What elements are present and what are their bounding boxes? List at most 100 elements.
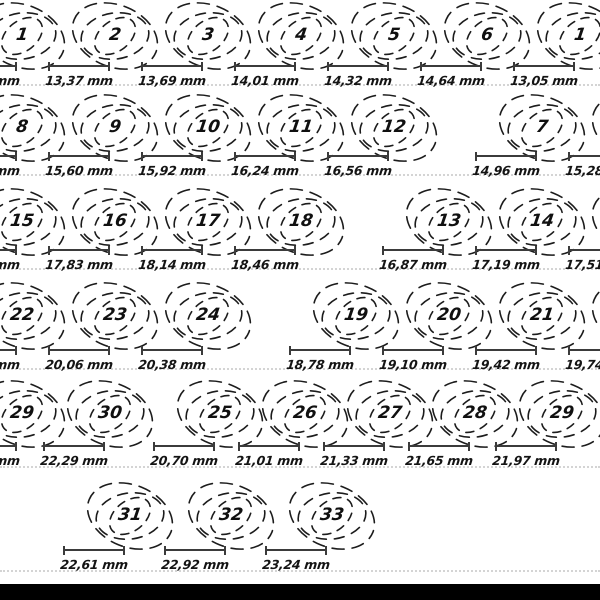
diameter-bracket <box>238 442 300 451</box>
ring-item-size-21[interactable] <box>494 279 590 353</box>
diameter-label-size-21: 19,42 mm <box>471 357 541 372</box>
diameter-label-size-33: 23,24 mm <box>261 557 331 572</box>
ring-size-number: 24 <box>194 304 222 325</box>
ring-size-number: 21 <box>528 304 556 325</box>
diameter-label-size-15: 17,51 mm <box>0 257 21 272</box>
ring-item-size-4[interactable] <box>253 0 349 73</box>
ring-size-number: 27 <box>376 402 404 423</box>
ring-item-size-8[interactable] <box>587 91 600 165</box>
diameter-label-size-11: 16,24 mm <box>230 163 300 178</box>
diameter-label-size-22: 19,74 mm <box>564 357 600 372</box>
row-guide-dotted-line <box>0 570 600 572</box>
ring-size-number: 13 <box>435 210 463 231</box>
ring-size-number: 20 <box>435 304 463 325</box>
diameter-bracket <box>234 62 296 71</box>
ring-item-size-15[interactable] <box>587 185 600 259</box>
ring-item-size-29[interactable] <box>0 377 70 451</box>
ring-item-size-32[interactable] <box>183 479 279 553</box>
diameter-label-size-16: 17,83 mm <box>44 257 114 272</box>
ring-size-number: 31 <box>116 504 144 525</box>
ring-size-number: 19 <box>342 304 370 325</box>
diameter-bracket <box>141 346 203 355</box>
diameter-label-size-13: 16,87 mm <box>378 257 448 272</box>
diameter-bracket <box>48 246 110 255</box>
bottom-bar <box>0 584 600 600</box>
diameter-bracket <box>382 246 444 255</box>
diameter-bracket <box>289 346 351 355</box>
ring-item-size-2[interactable] <box>67 0 163 73</box>
diameter-label-size-14: 17,19 mm <box>471 257 541 272</box>
diameter-label-size-15: 17,51 mm <box>564 257 600 272</box>
ring-size-number: 8 <box>14 116 30 137</box>
diameter-bracket <box>513 62 575 71</box>
ring-size-number: 30 <box>96 402 124 423</box>
diameter-label-size-1: 13,05 mm <box>509 73 579 88</box>
diameter-label-size-7: 14,96 mm <box>471 163 541 178</box>
diameter-label-size-27: 21,33 mm <box>319 453 389 468</box>
ring-size-number: 1 <box>14 24 30 45</box>
diameter-label-size-3: 13,69 mm <box>137 73 207 88</box>
ring-item-size-30[interactable] <box>62 377 158 451</box>
diameter-label-size-31: 22,61 mm <box>59 557 129 572</box>
ring-size-number: 10 <box>194 116 222 137</box>
ring-item-size-29[interactable] <box>514 377 600 451</box>
diameter-bracket <box>0 442 17 451</box>
ring-size-number: 17 <box>194 210 222 231</box>
ring-size-number: 28 <box>461 402 489 423</box>
diameter-bracket <box>475 246 537 255</box>
diameter-label-size-28: 21,65 mm <box>404 453 474 468</box>
ring-item-size-6[interactable] <box>439 0 535 73</box>
ring-size-number: 7 <box>534 116 550 137</box>
diameter-label-size-32: 22,92 mm <box>160 557 230 572</box>
ring-item-size-16[interactable] <box>67 185 163 259</box>
diameter-label-size-30: 22,29 mm <box>39 453 109 468</box>
ring-item-size-1[interactable] <box>532 0 600 73</box>
diameter-bracket <box>141 246 203 255</box>
diameter-label-size-6: 14,64 mm <box>416 73 486 88</box>
diameter-bracket <box>164 546 226 555</box>
diameter-label-size-2: 13,37 mm <box>44 73 114 88</box>
diameter-label-size-19: 18,78 mm <box>285 357 355 372</box>
diameter-label-size-24: 20,38 mm <box>137 357 207 372</box>
ring-item-size-1[interactable] <box>0 0 70 73</box>
ring-size-number: 25 <box>206 402 234 423</box>
diameter-bracket <box>265 546 327 555</box>
ring-size-number: 18 <box>287 210 315 231</box>
ring-item-size-5[interactable] <box>346 0 442 73</box>
ring-size-number: 1 <box>572 24 588 45</box>
diameter-bracket <box>323 442 385 451</box>
diameter-label-size-1: 13,05 mm <box>0 73 21 88</box>
diameter-bracket <box>568 152 600 161</box>
diameter-bracket <box>568 246 600 255</box>
ring-item-size-24[interactable] <box>160 279 256 353</box>
diameter-label-size-10: 15,92 mm <box>137 163 207 178</box>
diameter-label-size-20: 19,10 mm <box>378 357 448 372</box>
ring-item-size-23[interactable] <box>67 279 163 353</box>
ring-size-number: 29 <box>548 402 576 423</box>
ring-item-size-20[interactable] <box>401 279 497 353</box>
ring-item-size-31[interactable] <box>82 479 178 553</box>
diameter-label-size-26: 21,01 mm <box>234 453 304 468</box>
ring-item-size-27[interactable] <box>342 377 438 451</box>
ring-item-size-9[interactable] <box>67 91 163 165</box>
ring-item-size-19[interactable] <box>308 279 404 353</box>
diameter-bracket <box>141 62 203 71</box>
diameter-label-size-22: 19,74 mm <box>0 357 21 372</box>
ring-item-size-28[interactable] <box>427 377 523 451</box>
ring-size-number: 23 <box>101 304 129 325</box>
ring-item-size-22[interactable] <box>587 279 600 353</box>
diameter-label-size-17: 18,14 mm <box>137 257 207 272</box>
diameter-bracket <box>48 62 110 71</box>
diameter-bracket <box>327 152 389 161</box>
ring-item-size-33[interactable] <box>284 479 380 553</box>
diameter-bracket <box>408 442 470 451</box>
ring-item-size-25[interactable] <box>172 377 268 451</box>
ring-item-size-3[interactable] <box>160 0 256 73</box>
ring-size-number: 22 <box>8 304 36 325</box>
diameter-label-size-12: 16,56 mm <box>323 163 393 178</box>
diameter-bracket <box>475 346 537 355</box>
ring-item-size-26[interactable] <box>257 377 353 451</box>
ring-item-size-22[interactable] <box>0 279 70 353</box>
ring-size-number: 11 <box>287 116 315 137</box>
